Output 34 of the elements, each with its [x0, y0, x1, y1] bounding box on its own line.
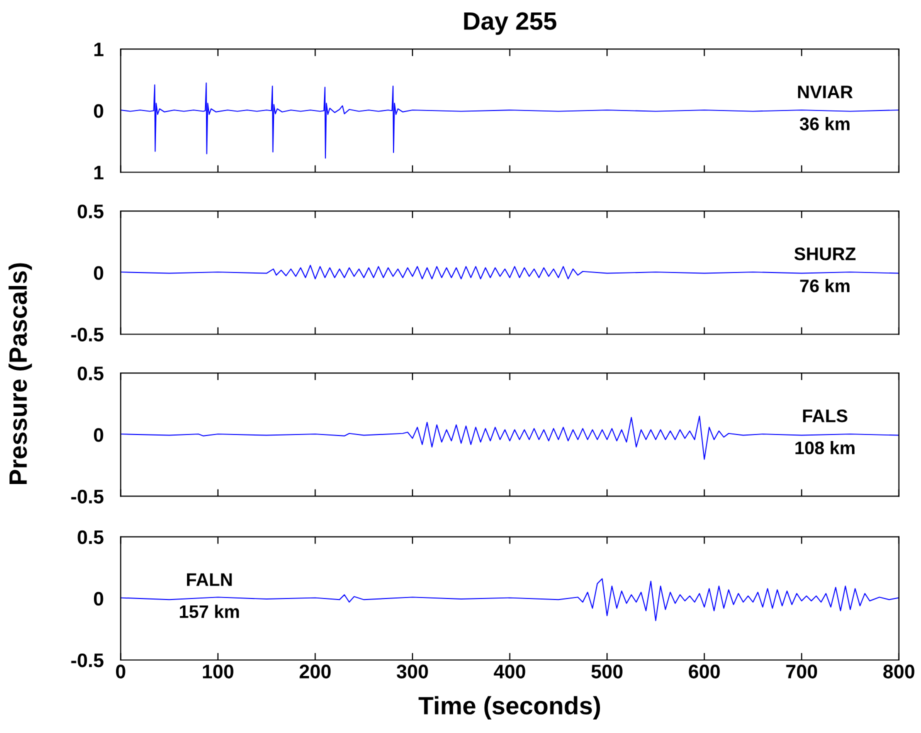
y-tick-label: -0.5 [71, 490, 104, 504]
x-axis-title: Time (seconds) [418, 696, 600, 720]
y-tick-label: 0 [94, 592, 104, 606]
chart-title: Day 255 [464, 12, 556, 35]
y-tick-label: 0.5 [78, 366, 104, 380]
y-axis-title: Pressure (Pascals) [8, 263, 32, 484]
y-tick-label: -0.5 [71, 653, 104, 668]
x-tick-label: 100 [202, 664, 234, 678]
x-tick-label: 200 [300, 664, 331, 678]
x-tick-label: 300 [396, 664, 428, 678]
x-tick-label: 0 [116, 664, 126, 678]
annotation: 108 km [795, 441, 854, 454]
y-tick-label: 0 [94, 104, 104, 118]
y-tick-label: -0.5 [71, 328, 104, 342]
y-tick-label: 0.5 [78, 530, 104, 544]
x-tick-label: 400 [494, 664, 526, 678]
line-series [120, 82, 899, 159]
annotation: 76 km [800, 279, 850, 292]
annotation: SHURZ [794, 247, 856, 260]
annotation: NVIAR [798, 86, 853, 98]
annotation: 157 km [180, 604, 239, 618]
y-tick-label: 1 [94, 42, 104, 56]
y-tick-label: 0 [94, 266, 104, 280]
y-tick-label: 0 [94, 428, 104, 442]
x-tick-label: 700 [786, 664, 818, 678]
x-tick-label: 600 [688, 664, 720, 678]
y-tick-label: 1 [94, 166, 104, 180]
x-tick-label: 500 [591, 664, 622, 678]
annotation: 36 km [800, 117, 850, 130]
annotation: FALN [187, 573, 232, 586]
x-tick-label: 800 [883, 664, 914, 678]
line-series [120, 264, 899, 280]
y-tick-label: 0.5 [78, 204, 104, 218]
annotation: FALS [803, 409, 848, 422]
